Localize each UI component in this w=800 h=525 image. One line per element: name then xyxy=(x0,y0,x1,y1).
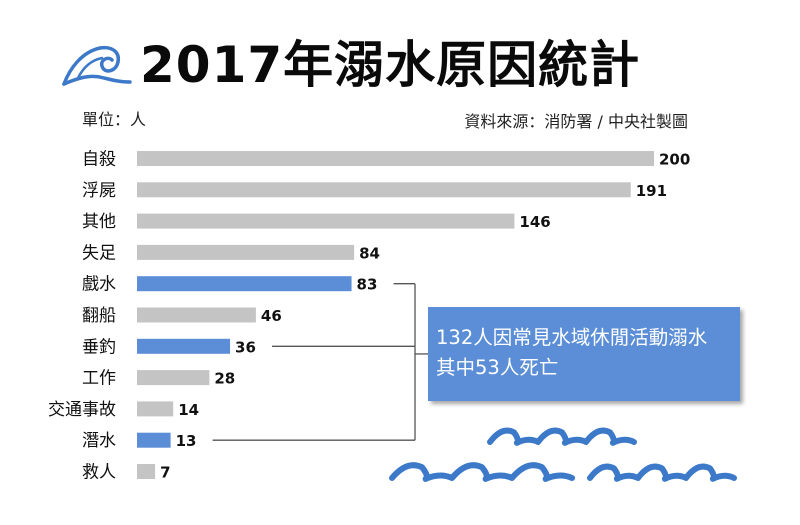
value-label: 13 xyxy=(176,432,197,450)
bar xyxy=(137,370,210,386)
value-label: 46 xyxy=(261,307,282,325)
category-label: 垂釣 xyxy=(82,337,116,357)
bar xyxy=(137,307,256,323)
category-label: 自殺 xyxy=(82,150,116,170)
category-label: 其他 xyxy=(82,212,116,232)
bar xyxy=(137,464,156,479)
value-label: 14 xyxy=(178,401,199,419)
wave-stroke xyxy=(487,427,637,446)
category-label: 救人 xyxy=(82,463,116,483)
wave-stroke xyxy=(389,462,575,482)
category-label: 浮屍 xyxy=(82,181,116,201)
bar xyxy=(137,401,174,417)
callout-connector xyxy=(212,283,428,441)
bar xyxy=(137,276,352,292)
value-label: 36 xyxy=(235,338,256,356)
value-label: 83 xyxy=(357,276,378,294)
bar xyxy=(137,213,515,229)
callout-line-1: 132人因常見水域休閒活動溺水 xyxy=(436,326,708,349)
category-label: 翻船 xyxy=(82,306,116,326)
value-label: 28 xyxy=(214,370,235,388)
bar xyxy=(137,338,231,354)
wave-icon xyxy=(60,38,134,92)
category-label: 交通事故 xyxy=(48,400,116,420)
unit-label: 單位：人 xyxy=(82,110,147,129)
category-label: 戲水 xyxy=(82,275,116,295)
value-label: 191 xyxy=(636,182,667,200)
value-label: 200 xyxy=(659,151,690,169)
value-label: 84 xyxy=(359,244,380,262)
category-label: 工作 xyxy=(82,369,116,389)
bar xyxy=(137,151,654,166)
wave-stroke xyxy=(587,463,737,482)
category-label: 潛水 xyxy=(82,431,116,451)
bar xyxy=(137,244,355,260)
source-label: 資料來源：消防署 / 中央社製圖 xyxy=(464,112,688,131)
wave-decoration-icon xyxy=(389,427,737,482)
value-label: 146 xyxy=(519,213,550,231)
chart-title: 2017年溺水原因統計 xyxy=(140,36,641,94)
value-label: 7 xyxy=(160,464,170,482)
callout-box: 132人因常見水域休閒活動溺水 其中53人死亡 xyxy=(428,307,740,401)
category-label: 失足 xyxy=(82,243,116,263)
bar xyxy=(137,182,631,198)
bar xyxy=(137,432,171,448)
callout-line-2: 其中53人死亡 xyxy=(436,356,559,379)
